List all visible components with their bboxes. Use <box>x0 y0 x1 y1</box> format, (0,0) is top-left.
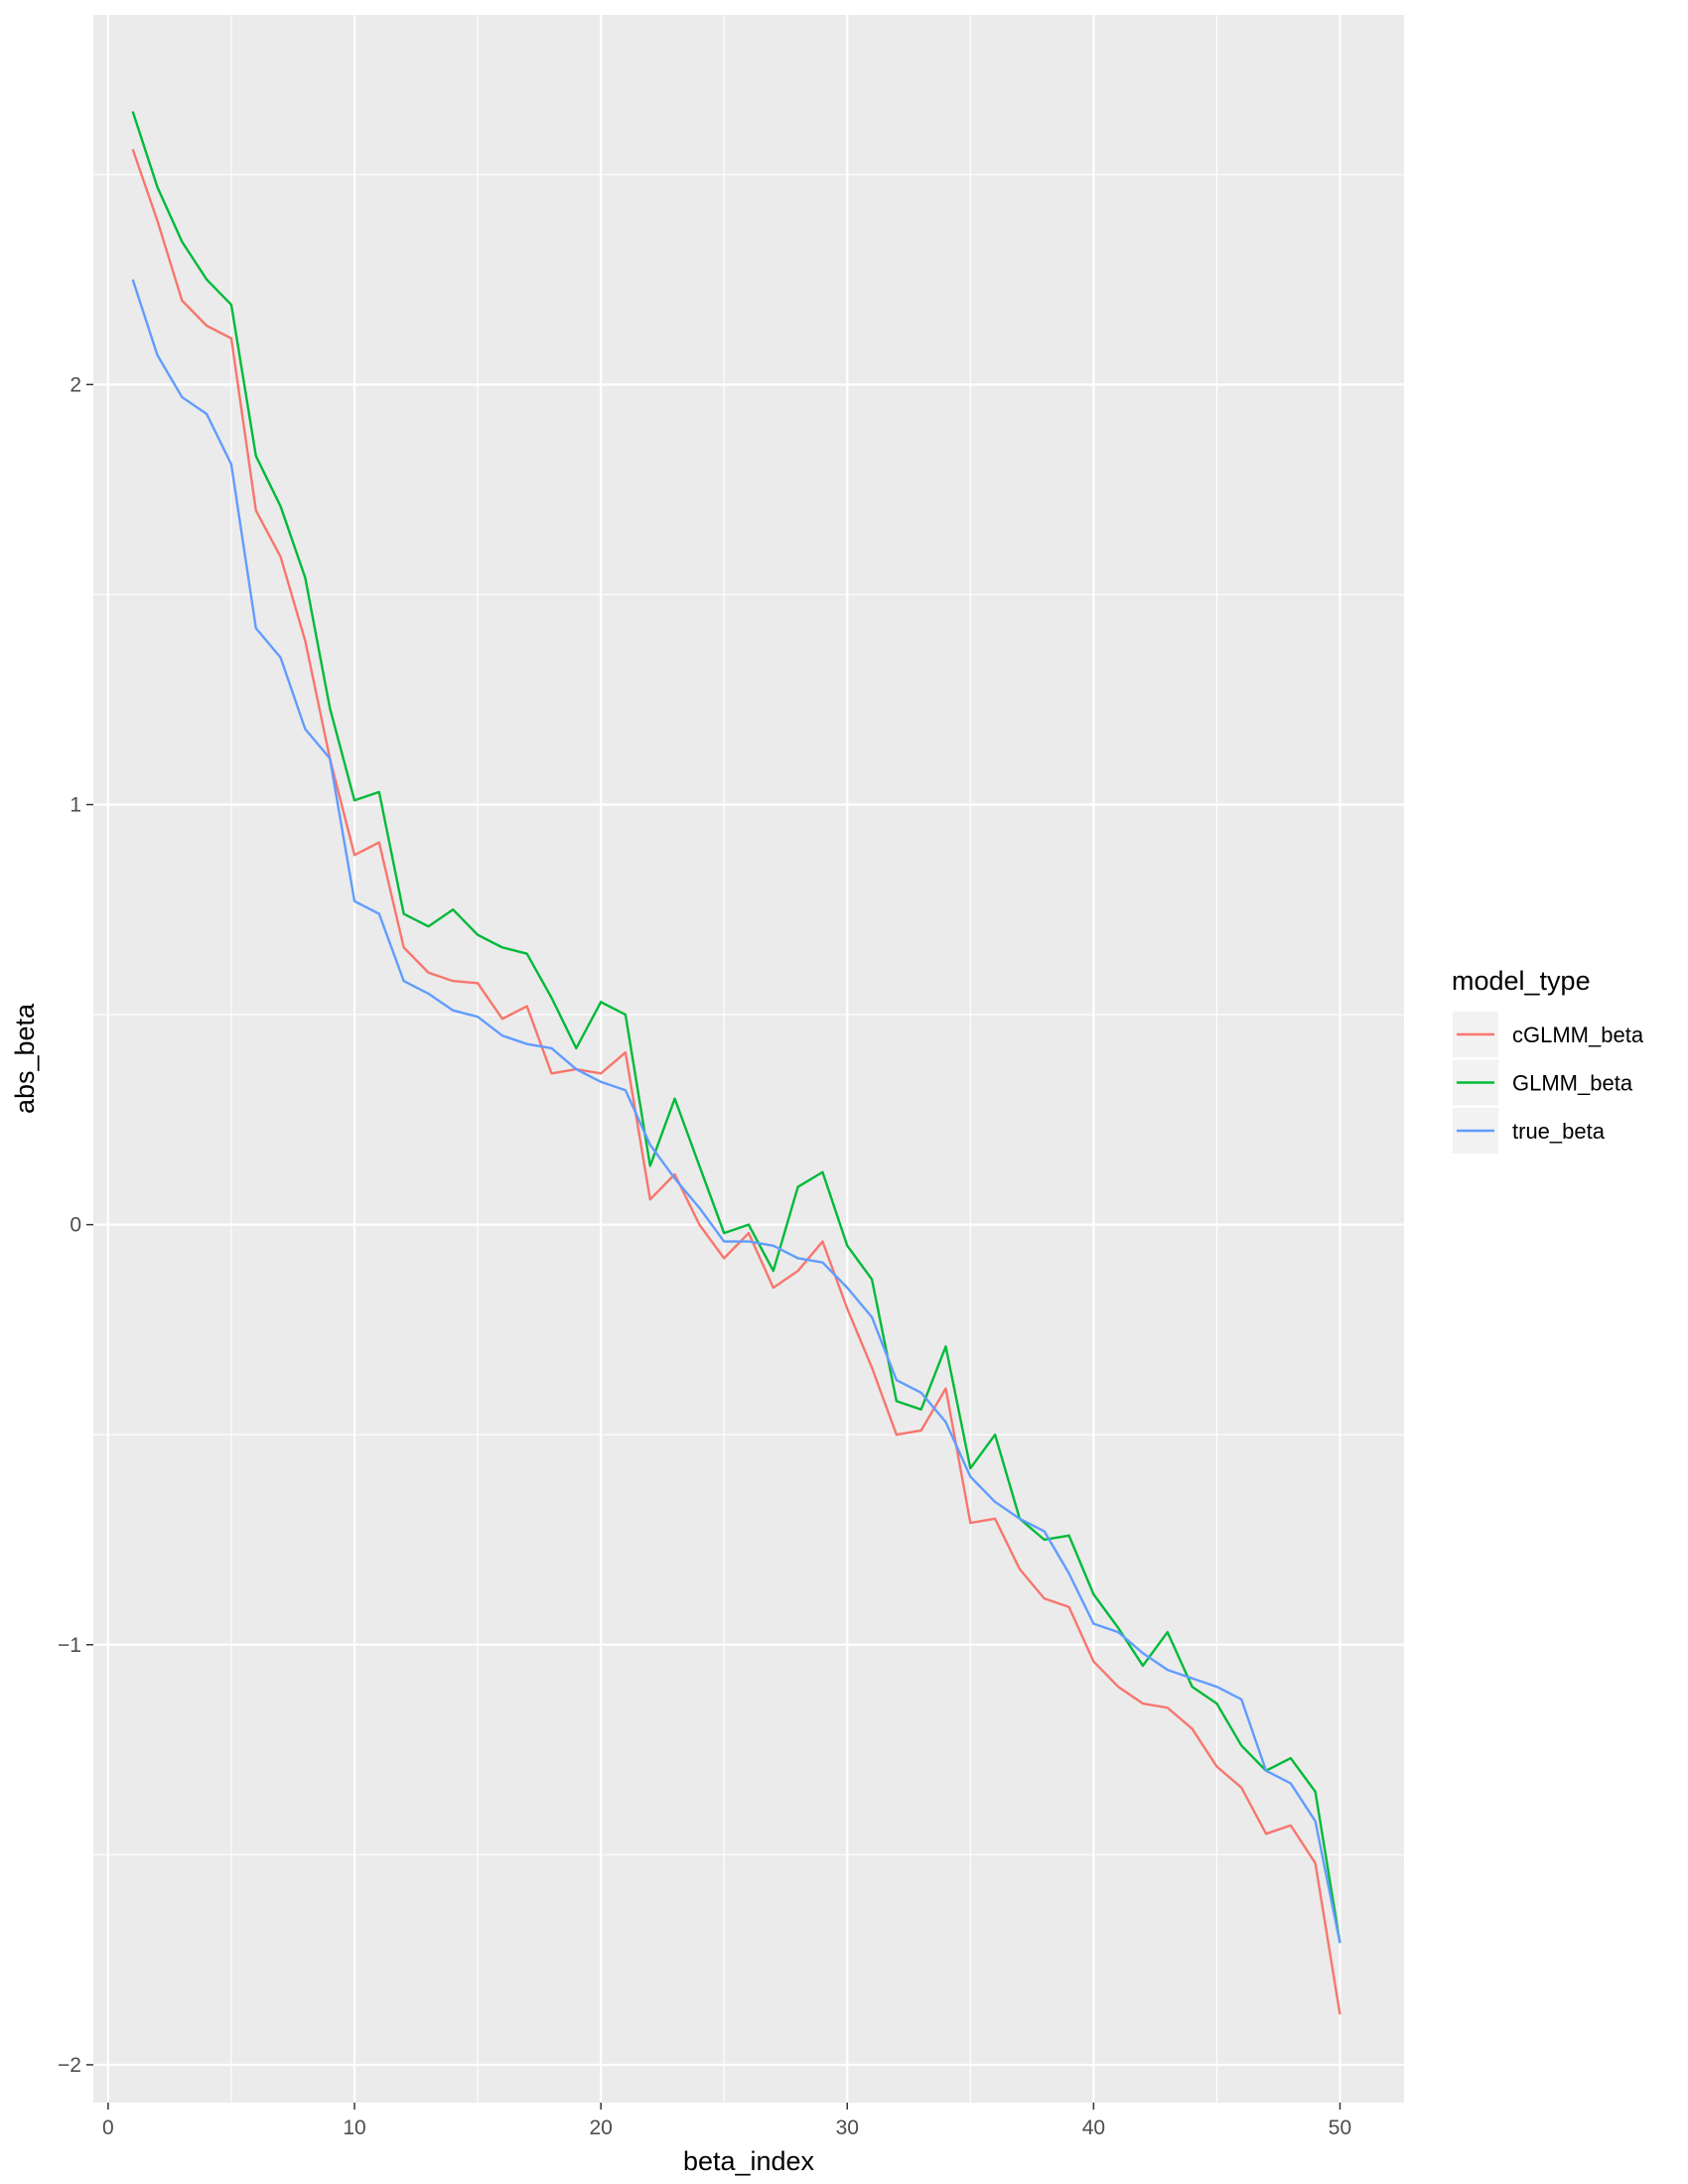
series-line-cGLMM_beta <box>131 149 1341 2015</box>
x-tick-label: 0 <box>102 2116 114 2139</box>
x-tick-label: 50 <box>1329 2116 1351 2139</box>
series-lines <box>131 110 1341 2015</box>
y-tick-label: 0 <box>70 1214 81 1237</box>
x-tick-label: 10 <box>343 2116 365 2139</box>
x-tick-labels: 0 10 20 30 40 50 <box>102 2116 1351 2139</box>
series-line-true_beta <box>131 279 1341 1944</box>
y-tick-label: −2 <box>58 2054 81 2077</box>
x-tick-label: 30 <box>836 2116 859 2139</box>
y-tick-label: 2 <box>70 373 81 396</box>
legend-label-GLMM_beta: GLMM_beta <box>1512 1071 1633 1096</box>
y-tick-label: 1 <box>70 794 81 817</box>
y-tick-labels: −2 −1 0 1 2 <box>58 373 81 2077</box>
y-axis-title: abs_beta <box>10 1003 40 1114</box>
legend: cGLMM_beta GLMM_beta true_beta <box>1453 1012 1644 1154</box>
x-tick-label: 20 <box>589 2116 612 2139</box>
plot-panel <box>93 15 1404 2103</box>
x-axis-title: beta_index <box>683 2146 815 2176</box>
axis-ticks <box>86 383 1341 2110</box>
minor-gridlines <box>93 15 1404 2103</box>
legend-label-cGLMM_beta: cGLMM_beta <box>1512 1023 1644 1047</box>
y-tick-label: −1 <box>58 1634 81 1657</box>
legend-label-true_beta: true_beta <box>1512 1119 1606 1144</box>
x-tick-label: 40 <box>1082 2116 1105 2139</box>
series-line-GLMM_beta <box>131 110 1341 1944</box>
legend-title: model_type <box>1452 966 1591 996</box>
major-gridlines <box>93 15 1404 2103</box>
